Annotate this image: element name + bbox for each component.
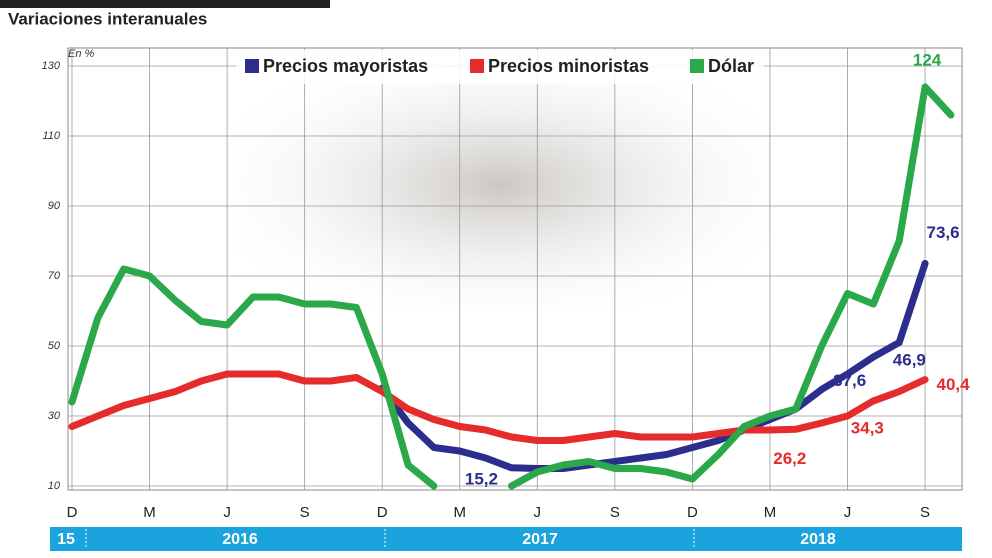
legend-box	[236, 50, 764, 84]
y-tick-label: 70	[48, 270, 61, 282]
grid: 10 30 50 70 90 110 130 D M J S D M J S D M J S 15 2016 2017 20…	[42, 48, 962, 549]
y-unit: En %	[68, 48, 95, 60]
value-label: 15,2	[465, 469, 498, 488]
subtitle: Variaciones interanuales	[8, 9, 207, 28]
value-label: 40,4	[937, 375, 971, 394]
value-label: 73,6	[927, 223, 960, 242]
y-tick-label: 130	[42, 60, 61, 72]
y-tick-label: 10	[48, 480, 61, 492]
labels: Precios mayoristas Precios minoristas Dóla…	[236, 50, 970, 488]
y-tick-label: 50	[48, 340, 61, 352]
cut-title	[0, 0, 330, 8]
series-line	[68, 370, 929, 444]
value-label: 46,9	[893, 350, 926, 369]
value-label: 124	[913, 50, 942, 69]
x-tick-label: D	[687, 504, 698, 521]
x-tick-label: S	[300, 504, 310, 521]
legend-label: Dólar	[708, 56, 754, 76]
series-line	[68, 83, 955, 490]
plot-frame	[67, 47, 963, 491]
year-label: 2017	[522, 531, 558, 548]
year-label: 2018	[800, 531, 836, 548]
x-tick-label: M	[454, 504, 467, 521]
x-tick-label: S	[610, 504, 620, 521]
x-tick-label: J	[844, 504, 852, 521]
y-tick-label: 110	[42, 130, 60, 142]
x-tick-label: J	[223, 504, 231, 521]
series-line	[378, 259, 929, 472]
x-tick-label: M	[764, 504, 777, 521]
y-tick-label: 30	[48, 410, 61, 422]
x-tick-label: S	[920, 504, 930, 521]
value-label: 37,6	[833, 371, 866, 390]
legend-label: Precios minoristas	[488, 56, 649, 76]
value-label: 34,3	[851, 418, 884, 437]
x-tick-label: D	[377, 504, 388, 521]
x-tick-label: J	[534, 504, 542, 521]
year-label: 15	[57, 531, 75, 548]
x-tick-label: M	[143, 504, 156, 521]
photo-background	[230, 60, 770, 310]
legend-swatch	[690, 59, 704, 73]
value-label: 26,2	[773, 449, 806, 468]
year-label: 2016	[222, 531, 258, 548]
legend-label: Precios mayoristas	[263, 56, 428, 76]
y-tick-label: 90	[48, 200, 61, 212]
x-tick-label: D	[67, 504, 78, 521]
legend-swatch	[470, 59, 484, 73]
legend-swatch	[245, 59, 259, 73]
lines	[68, 83, 955, 490]
year-band	[50, 527, 962, 551]
